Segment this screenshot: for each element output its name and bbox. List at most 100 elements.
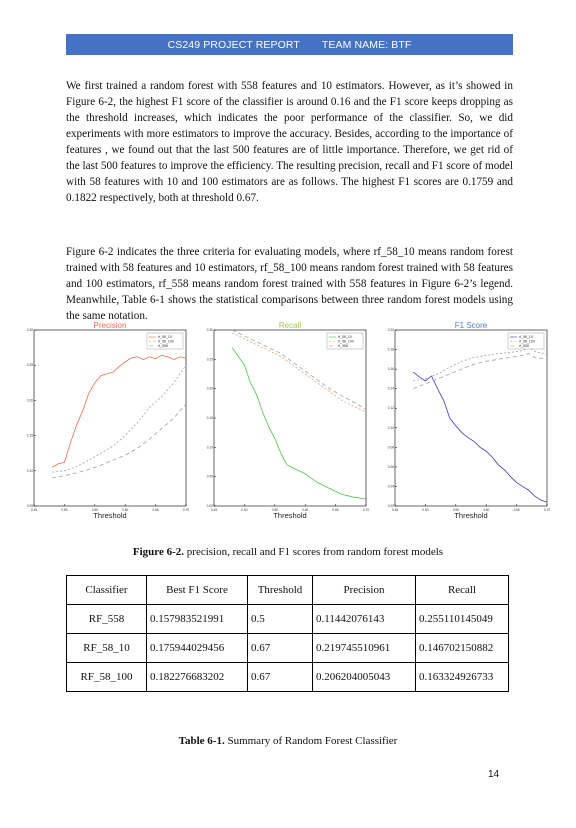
series-line-rf_58_100 xyxy=(52,364,187,473)
legend-label: rf_58_100 xyxy=(519,340,535,344)
x-tick-label: 0.70 xyxy=(544,508,550,512)
table-header-cell: Classifier xyxy=(66,575,147,605)
x-tick-label: 0.50 xyxy=(241,508,247,512)
y-tick-label: 0.08 xyxy=(388,445,394,449)
table-cell: 0.11442076143 xyxy=(312,604,416,634)
table-caption-label: Table 6-1. xyxy=(178,735,225,747)
y-tick-label: 0.14 xyxy=(388,387,394,391)
x-axis-label: Threshold xyxy=(454,511,487,520)
y-tick-label: 0.00 xyxy=(207,504,213,508)
figure-caption-label: Figure 6-2. xyxy=(132,546,185,558)
plot-frame xyxy=(394,329,548,507)
x-tick-label: 0.50 xyxy=(422,508,428,512)
x-tick-label: 0.65 xyxy=(513,508,519,512)
chart-svg: F1 Score 0.45 0.50 0.55 0.60 0.65 0.70 0.02 0.04… xyxy=(388,321,551,520)
table-cell: 0.206204005043 xyxy=(312,662,416,692)
y-tick-label: 0.06 xyxy=(388,465,394,469)
x-axis-label: Threshold xyxy=(93,511,126,520)
paragraph-1: We first trained a random forest with 55… xyxy=(66,80,513,205)
page-number: 14 xyxy=(488,769,500,780)
y-tick-label: 0.05 xyxy=(27,504,33,508)
legend-label: rf_58_100 xyxy=(338,340,354,344)
x-tick-label: 0.60 xyxy=(302,508,308,512)
x-tick-label: 0.55 xyxy=(272,508,278,512)
y-tick-label: 0.12 xyxy=(388,406,394,410)
x-tick-label: 0.55 xyxy=(92,508,98,512)
x-tick-label: 0.50 xyxy=(61,508,67,512)
table-header-row: Classifier Best F1 Score Threshold Preci… xyxy=(66,575,509,605)
y-tick-label: 0.25 xyxy=(207,357,213,361)
series-line-rf_58_10 xyxy=(412,371,548,503)
x-tick-label: 0.70 xyxy=(183,508,189,512)
f1-score-chart: F1 Score 0.45 0.50 0.55 0.60 0.65 0.70 0.02 0.04… xyxy=(388,320,551,520)
y-tick-label: 0.18 xyxy=(388,348,394,352)
table-cell: RF_558 xyxy=(66,604,147,634)
precision-chart: Precision 0.45 0.50 0.55 0.60 0.65 0.70 0.05 0.1… xyxy=(27,320,190,520)
series-line-rf_558 xyxy=(52,403,187,479)
table-row: RF_58_10 0.175944029456 0.67 0.219745510… xyxy=(66,633,509,663)
paragraph-2: Figure 6-2 indicates the three criteria … xyxy=(66,246,513,323)
table-cell: 0.67 xyxy=(247,633,313,663)
x-axis-label: Threshold xyxy=(273,511,306,520)
legend-label: rf_58_10 xyxy=(338,335,352,339)
legend-label: rf_58_10 xyxy=(519,335,533,339)
chart-title: F1 Score xyxy=(455,321,488,330)
plot-frame xyxy=(33,329,187,507)
series-line-rf_558 xyxy=(413,353,548,390)
figure-caption: Figure 6-2. precision, recall and F1 sco… xyxy=(0,546,576,558)
table-cell: RF_58_10 xyxy=(66,633,147,663)
table-row: RF_58_100 0.182276683202 0.67 0.20620400… xyxy=(66,662,509,692)
y-tick-label: 0.30 xyxy=(27,328,33,332)
x-tick-label: 0.60 xyxy=(122,508,128,512)
table-header-cell: Recall xyxy=(415,575,509,605)
legend-label: rf_58_100 xyxy=(158,340,174,344)
y-tick-label: 0.10 xyxy=(27,469,33,473)
table-header-cell: Threshold xyxy=(247,575,313,605)
table-cell: 0.5 xyxy=(247,604,313,634)
series-line-rf_58_10 xyxy=(52,354,187,468)
y-tick-label: 0.15 xyxy=(27,434,33,438)
y-tick-label: 0.20 xyxy=(27,398,33,402)
y-tick-label: 0.05 xyxy=(207,475,213,479)
x-tick-label: 0.45 xyxy=(392,508,398,512)
series-line-rf_558 xyxy=(232,329,367,410)
chart-svg: Recall 0.45 0.50 0.55 0.60 0.65 0.70 0.00 0.05 0.… xyxy=(207,321,370,520)
report-header: CS249 PROJECT REPORT TEAM NAME: BTF xyxy=(66,34,513,55)
table-cell: 0.157983521991 xyxy=(146,604,248,634)
summary-table: Classifier Best F1 Score Threshold Preci… xyxy=(66,575,509,692)
y-tick-label: 0.15 xyxy=(207,416,213,420)
x-tick-label: 0.65 xyxy=(152,508,158,512)
table-cell: 0.255110145049 xyxy=(415,604,509,634)
series-line-rf_58_100 xyxy=(232,332,367,413)
table-cell: RF_58_100 xyxy=(66,662,147,692)
x-tick-label: 0.65 xyxy=(332,508,338,512)
legend-label: rf_558 xyxy=(158,344,168,348)
table-cell: 0.175944029456 xyxy=(146,633,248,663)
series-line-rf_58_10 xyxy=(231,347,367,500)
chart-svg: Precision 0.45 0.50 0.55 0.60 0.65 0.70 0.05 0.1… xyxy=(27,321,190,520)
recall-chart: Recall 0.45 0.50 0.55 0.60 0.65 0.70 0.00 0.05 0.… xyxy=(207,320,370,520)
table-cell: 0.146702150882 xyxy=(415,633,509,663)
x-tick-label: 0.45 xyxy=(31,508,37,512)
table-cell: 0.163324926733 xyxy=(415,662,509,692)
y-tick-label: 0.10 xyxy=(207,445,213,449)
y-tick-label: 0.16 xyxy=(388,367,394,371)
y-tick-label: 0.25 xyxy=(27,363,33,367)
series-line-rf_58_100 xyxy=(413,346,548,382)
y-tick-label: 0.20 xyxy=(207,387,213,391)
table-cell: 0.182276683202 xyxy=(146,662,248,692)
table-caption-text: Summary of Random Forest Classifier xyxy=(224,735,398,747)
x-tick-label: 0.55 xyxy=(453,508,459,512)
figure-caption-text: precision, recall and F1 scores from ran… xyxy=(184,546,444,558)
x-tick-label: 0.70 xyxy=(363,508,369,512)
chart-title: Precision xyxy=(94,321,127,330)
table-cell: 0.67 xyxy=(247,662,313,692)
plot-frame xyxy=(213,329,367,507)
x-tick-label: 0.60 xyxy=(483,508,489,512)
legend-label: rf_558 xyxy=(338,344,348,348)
table-cell: 0.219745510961 xyxy=(312,633,416,663)
y-tick-label: 0.20 xyxy=(388,328,394,332)
report-title: CS249 PROJECT REPORT xyxy=(167,38,300,51)
legend-label: rf_558 xyxy=(519,344,529,348)
y-tick-label: 0.30 xyxy=(207,328,213,332)
